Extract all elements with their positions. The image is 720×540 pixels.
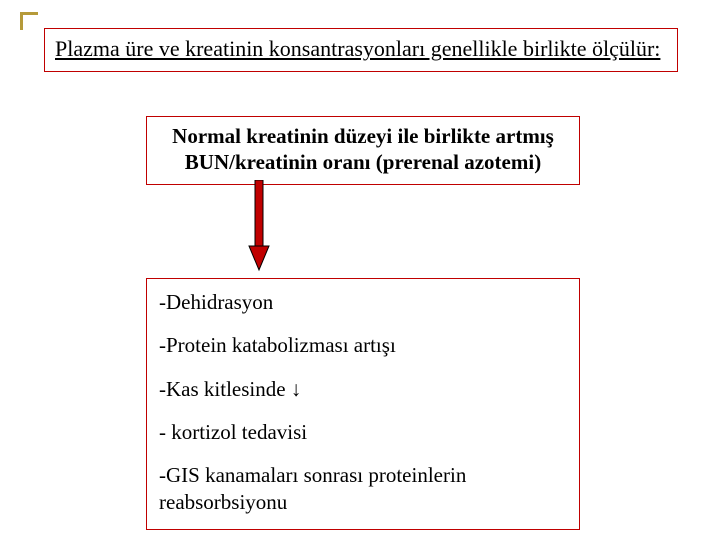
title-box: Plazma üre ve kreatinin konsantrasyonlar…: [44, 28, 678, 72]
list-item: -GIS kanamaları sonrası proteinlerin rea…: [159, 462, 567, 517]
mid-box: Normal kreatinin düzeyi ile birlikte art…: [146, 116, 580, 185]
list-item: -Kas kitlesinde ↓: [159, 376, 567, 403]
title-text: Plazma üre ve kreatinin konsantrasyonlar…: [55, 36, 660, 61]
list-item-text: -Protein katabolizması artışı: [159, 333, 396, 357]
list-item-text: -Dehidrasyon: [159, 290, 273, 314]
list-item: -Dehidrasyon: [159, 289, 567, 316]
list-item: - kortizol tedavisi: [159, 419, 567, 446]
mid-text: Normal kreatinin düzeyi ile birlikte art…: [172, 124, 554, 174]
arrow-head: [249, 246, 269, 270]
corner-accent: [20, 12, 38, 30]
list-item-text: -Kas kitlesinde ↓: [159, 377, 301, 401]
list-item-text: -GIS kanamaları sonrası proteinlerin rea…: [159, 463, 466, 514]
arrow-shaft: [255, 180, 263, 248]
down-arrow: [247, 180, 271, 272]
list-box: -Dehidrasyon -Protein katabolizması artı…: [146, 278, 580, 530]
list-item-text: - kortizol tedavisi: [159, 420, 307, 444]
list-item: -Protein katabolizması artışı: [159, 332, 567, 359]
